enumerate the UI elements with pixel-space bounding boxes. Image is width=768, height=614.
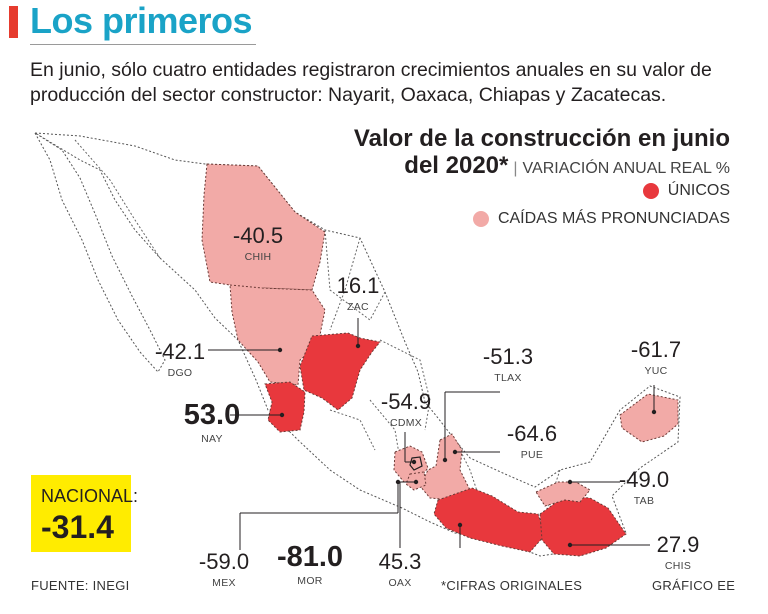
label-tab: -49.0 TAB bbox=[618, 467, 670, 508]
label-dgo-abbr: DGO bbox=[167, 367, 193, 379]
label-oax: 45.3 OAX bbox=[378, 549, 422, 590]
footer-credit: GRÁFICO EE bbox=[652, 578, 736, 593]
label-tab-abbr: TAB bbox=[633, 495, 655, 507]
label-oax-abbr: OAX bbox=[388, 577, 412, 589]
label-tlax-abbr: TLAX bbox=[494, 372, 522, 384]
state-dgo bbox=[229, 284, 326, 386]
label-yuc-value: -61.7 bbox=[630, 337, 682, 362]
leader-dots bbox=[277, 343, 657, 548]
label-chih-value: -40.5 bbox=[232, 223, 284, 248]
label-pue-value: -64.6 bbox=[506, 421, 558, 446]
legend-caidas-swatch bbox=[472, 211, 489, 227]
state-oax bbox=[433, 487, 546, 553]
label-nay: 53.0 NAY bbox=[184, 400, 240, 445]
legend-unicos-swatch bbox=[642, 183, 659, 199]
state-yuc bbox=[619, 393, 679, 443]
label-chis-value: 27.9 bbox=[656, 532, 700, 557]
label-dgo-value: -42.1 bbox=[154, 339, 206, 364]
nacional-box: NACIONAL: -31.4 bbox=[31, 475, 138, 552]
legend-unicos-label: ÚNICOS bbox=[667, 182, 730, 199]
label-cdmx: -54.9 CDMX bbox=[380, 389, 432, 430]
page-title: Los primeros bbox=[30, 0, 253, 41]
label-mor-value: -81.0 bbox=[276, 541, 344, 573]
label-chis-abbr: CHIS bbox=[664, 560, 692, 572]
footer-note: *CIFRAS ORIGINALES bbox=[441, 578, 583, 593]
legend-caidas-label: CAÍDAS MÁS PRONUNCIADAS bbox=[497, 210, 730, 227]
leader-lines bbox=[208, 318, 655, 550]
label-dgo: -42.1 DGO bbox=[154, 339, 206, 380]
chart-title-line1: Valor de la construcción en junio bbox=[353, 125, 730, 152]
state-chih bbox=[201, 163, 326, 301]
chart-title-line2: del 2020* | VARIACIÓN ANUAL REAL % bbox=[404, 152, 730, 179]
chart-subtitle: VARIACIÓN ANUAL REAL % bbox=[522, 160, 730, 177]
state-zac bbox=[299, 332, 381, 411]
legend-caidas: CAÍDAS MÁS PRONUNCIADAS bbox=[472, 210, 730, 228]
label-zac: 16.1 ZAC bbox=[336, 273, 380, 314]
baja-california-outline bbox=[34, 132, 166, 373]
label-oax-value: 45.3 bbox=[378, 549, 422, 574]
nacional-value: -31.4 bbox=[41, 509, 114, 545]
label-nay-abbr: NAY bbox=[201, 433, 223, 445]
label-zac-value: 16.1 bbox=[336, 273, 380, 298]
page-subtitle: En junio, sólo cuatro entidades registra… bbox=[30, 59, 712, 106]
label-mex: -59.0 MEX bbox=[198, 549, 250, 590]
label-pue-abbr: PUE bbox=[520, 449, 544, 461]
chart-title-year: del 2020* bbox=[404, 152, 509, 179]
label-zac-abbr: ZAC bbox=[347, 301, 369, 313]
state-tab bbox=[535, 481, 591, 507]
label-chih: -40.5 CHIH bbox=[232, 223, 284, 264]
label-mex-abbr: MEX bbox=[212, 577, 236, 589]
label-mor-abbr: MOR bbox=[297, 575, 323, 587]
label-pue: -64.6 PUE bbox=[506, 421, 558, 462]
label-tab-value: -49.0 bbox=[618, 467, 670, 492]
label-cdmx-value: -54.9 bbox=[380, 389, 432, 414]
legend-unicos: ÚNICOS bbox=[642, 182, 730, 200]
label-nay-value: 53.0 bbox=[183, 399, 241, 431]
nacional-label: NACIONAL: bbox=[41, 486, 139, 506]
footer-source: FUENTE: INEGI bbox=[31, 578, 130, 593]
label-chih-abbr: CHIH bbox=[244, 251, 272, 263]
state-nay bbox=[264, 381, 306, 433]
state-pue bbox=[419, 433, 471, 501]
label-chis: 27.9 CHIS bbox=[656, 532, 700, 573]
label-mor: -81.0 MOR bbox=[277, 542, 343, 587]
label-tlax-value: -51.3 bbox=[482, 344, 534, 369]
title-accent-bar bbox=[9, 6, 18, 38]
label-mex-value: -59.0 bbox=[198, 549, 250, 574]
label-cdmx-abbr: CDMX bbox=[389, 417, 423, 429]
title-divider bbox=[30, 44, 256, 45]
state-chis bbox=[539, 495, 627, 557]
label-yuc-abbr: YUC bbox=[644, 365, 668, 377]
label-yuc: -61.7 YUC bbox=[630, 337, 682, 378]
label-tlax: -51.3 TLAX bbox=[482, 344, 534, 385]
chart-title: Valor de la construcción en junio del 20… bbox=[354, 125, 730, 182]
